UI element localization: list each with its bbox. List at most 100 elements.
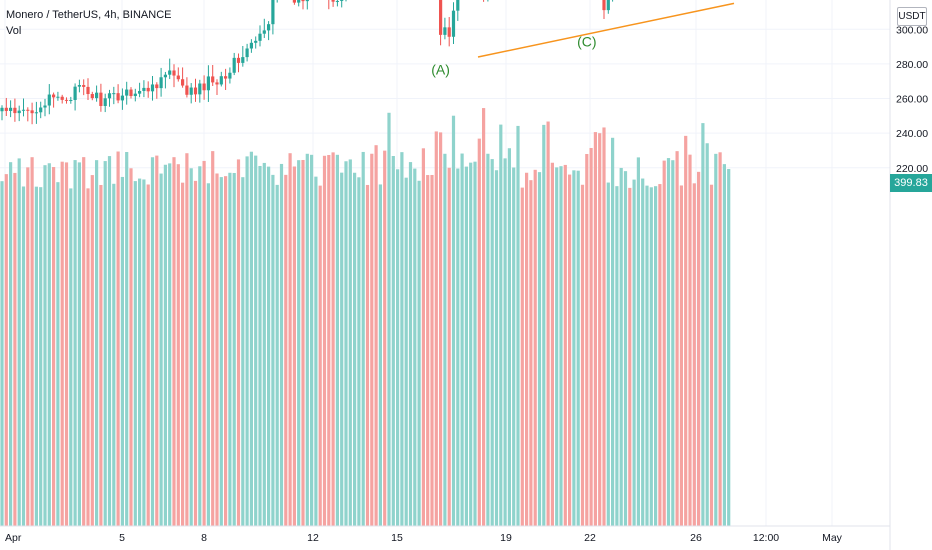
volume-bar bbox=[628, 187, 632, 526]
candle-body bbox=[146, 87, 150, 92]
y-tick-label: 220.00 bbox=[896, 163, 928, 175]
volume-bar bbox=[688, 154, 692, 526]
candle-body bbox=[254, 40, 258, 43]
volume-bar bbox=[512, 167, 516, 526]
volume-bar bbox=[520, 187, 524, 526]
volume-bar bbox=[572, 170, 576, 526]
volume-bar bbox=[82, 157, 86, 526]
volume-bar bbox=[537, 172, 542, 526]
volume-bar bbox=[95, 160, 99, 526]
candle-body bbox=[90, 94, 94, 99]
candle-body bbox=[64, 99, 69, 101]
volume-bar bbox=[404, 177, 408, 526]
candle-body bbox=[292, 0, 296, 3]
volume-bar bbox=[340, 172, 344, 526]
candle-body bbox=[47, 94, 51, 106]
candle-body bbox=[43, 105, 47, 108]
volume-bar bbox=[649, 187, 653, 526]
candle-body bbox=[73, 86, 77, 100]
volume-bar bbox=[86, 188, 90, 527]
volume-bar bbox=[116, 151, 120, 526]
volume-bar bbox=[555, 167, 559, 527]
volume-bar bbox=[206, 183, 210, 527]
candle-body bbox=[17, 110, 21, 114]
candle-body bbox=[150, 84, 155, 92]
volume-bar bbox=[228, 172, 232, 527]
volume-bar bbox=[314, 176, 318, 526]
volume-bar bbox=[181, 182, 185, 526]
volume-bar bbox=[400, 152, 404, 527]
volume-bar bbox=[120, 176, 124, 526]
candle-body bbox=[103, 98, 107, 106]
volume-bar bbox=[198, 166, 202, 526]
volume-bar bbox=[576, 170, 580, 526]
volume-bar bbox=[619, 167, 623, 526]
candle-body bbox=[168, 70, 172, 75]
volume-bar bbox=[56, 182, 60, 526]
candle-body bbox=[181, 79, 185, 86]
candle-body bbox=[172, 70, 176, 76]
x-tick-label: 19 bbox=[500, 532, 512, 544]
volume-bar bbox=[623, 171, 628, 526]
volume-bar bbox=[611, 137, 615, 526]
volume-bar bbox=[159, 173, 163, 526]
volume-bar bbox=[0, 181, 4, 526]
volume-bar bbox=[331, 152, 335, 526]
candle-body bbox=[129, 89, 133, 97]
volume-bar bbox=[17, 158, 21, 527]
volume-bar bbox=[460, 153, 464, 527]
volume-bar bbox=[636, 157, 640, 526]
volume-bar bbox=[275, 184, 279, 526]
volume-bar bbox=[434, 131, 438, 526]
y-tick-label: 260.00 bbox=[896, 94, 928, 106]
candle-body bbox=[4, 107, 8, 111]
currency-button[interactable]: USDT bbox=[897, 7, 927, 26]
volume-bar bbox=[267, 166, 271, 526]
volume-bar bbox=[318, 185, 322, 526]
candle-body bbox=[163, 74, 167, 78]
volume-bar bbox=[241, 177, 245, 526]
volume-bar bbox=[215, 173, 219, 526]
candle-body bbox=[228, 72, 232, 79]
wave-label: (C) bbox=[577, 34, 596, 50]
candle-body bbox=[258, 33, 262, 41]
volume-bar bbox=[189, 168, 193, 526]
volume-bar bbox=[456, 168, 460, 526]
volume-bar bbox=[563, 164, 567, 527]
candle-body bbox=[0, 107, 4, 112]
volume-bar bbox=[322, 155, 327, 526]
candle-body bbox=[297, 0, 301, 3]
candle-body bbox=[439, 0, 443, 35]
candle-body bbox=[39, 107, 43, 113]
x-tick-label: 15 bbox=[391, 532, 403, 544]
volume-bar bbox=[662, 160, 666, 526]
volume-bar bbox=[219, 177, 223, 526]
candle-body bbox=[99, 92, 103, 106]
volume-bar bbox=[297, 160, 301, 526]
volume-bar bbox=[4, 174, 8, 526]
candle-body bbox=[26, 109, 30, 111]
candle-body bbox=[335, 0, 339, 2]
volume-bar bbox=[103, 161, 107, 526]
volume-bar bbox=[202, 160, 206, 526]
x-tick-label: 8 bbox=[201, 532, 207, 544]
volume-bar bbox=[585, 154, 589, 527]
volume-bar bbox=[262, 162, 266, 527]
candle-body bbox=[77, 85, 81, 87]
volume-bar bbox=[606, 182, 610, 527]
volume-bar bbox=[525, 172, 529, 527]
volume-bar bbox=[451, 115, 456, 527]
candle-body bbox=[232, 57, 236, 73]
volume-bar bbox=[684, 135, 688, 527]
volume-bars bbox=[0, 108, 731, 527]
volume-bar bbox=[60, 161, 64, 526]
volume-bar bbox=[697, 171, 701, 527]
volume-bar bbox=[408, 162, 413, 526]
candle-body bbox=[219, 76, 223, 85]
candle-body bbox=[245, 48, 249, 58]
candle-body bbox=[116, 93, 120, 101]
volume-bar bbox=[146, 184, 150, 526]
volume-bar bbox=[64, 162, 69, 526]
x-tick-label: 26 bbox=[690, 532, 702, 544]
